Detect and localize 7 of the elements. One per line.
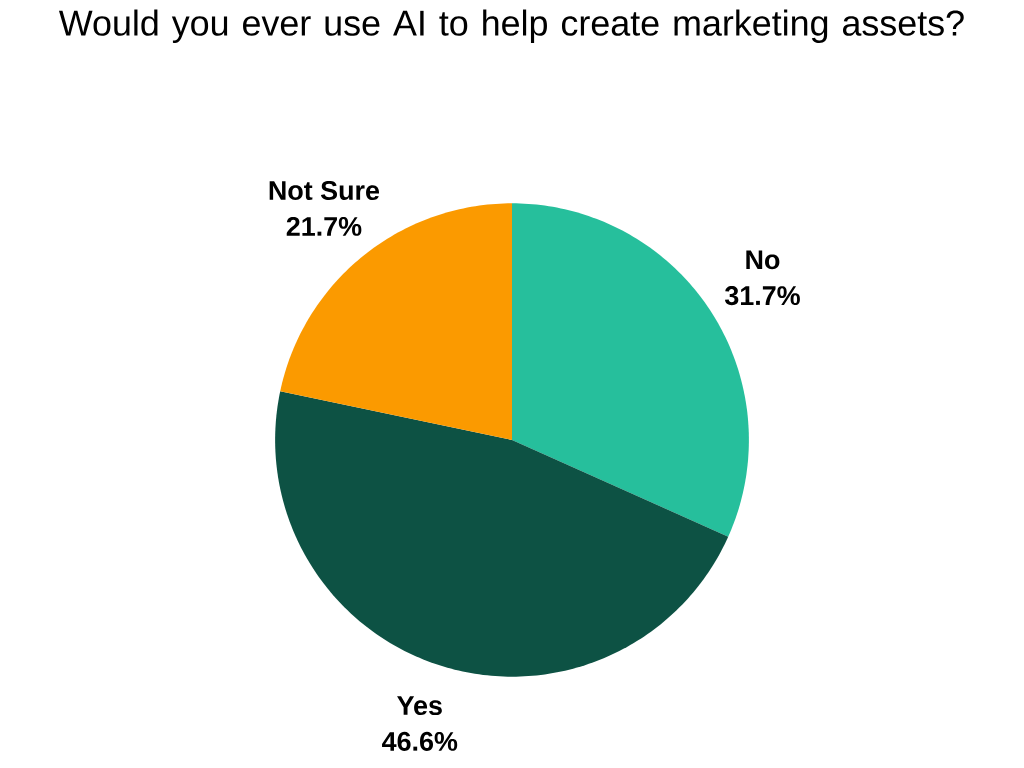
slice-label: Not Sure <box>269 181 380 201</box>
data-label: 46.6% <box>382 731 458 751</box>
data-label: 21.7% <box>286 216 362 236</box>
slice-label: Yes <box>397 696 442 716</box>
data-label: 31.7% <box>724 286 800 306</box>
chart-title: Would you ever use AI to help create marketing assets? <box>58 9 964 43</box>
slice-label: No <box>746 250 780 270</box>
